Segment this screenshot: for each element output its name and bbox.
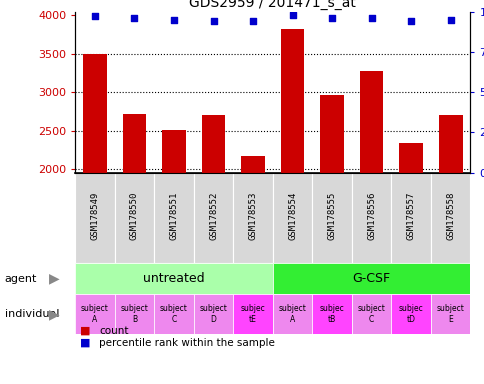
Text: GSM178550: GSM178550	[130, 192, 139, 240]
Bar	[75, 294, 114, 334]
Text: subjec
tB: subjec tB	[319, 305, 344, 324]
Bar	[430, 294, 469, 334]
Text: subject
C: subject C	[357, 305, 385, 324]
Bar	[122, 114, 146, 173]
Text: ▶: ▶	[48, 271, 59, 286]
Text: G-CSF: G-CSF	[352, 272, 390, 285]
Text: GSM178551: GSM178551	[169, 192, 178, 240]
Bar	[201, 115, 225, 173]
Bar	[359, 71, 383, 173]
Bar	[154, 294, 194, 334]
Text: GSM178555: GSM178555	[327, 192, 336, 240]
Point	[288, 12, 296, 18]
Bar	[319, 95, 343, 173]
Bar	[154, 173, 194, 263]
Text: percentile rank within the sample: percentile rank within the sample	[99, 338, 275, 348]
Text: subjec
tD: subjec tD	[398, 305, 423, 324]
Bar	[398, 143, 422, 173]
Bar	[391, 173, 430, 263]
Text: subject
A: subject A	[278, 305, 306, 324]
Bar	[272, 173, 312, 263]
Point	[446, 17, 454, 23]
Text: GSM178558: GSM178558	[445, 192, 454, 240]
Bar	[233, 294, 272, 334]
Point	[170, 17, 178, 23]
Title: GDS2959 / 201471_s_at: GDS2959 / 201471_s_at	[189, 0, 356, 10]
Text: GSM178557: GSM178557	[406, 192, 415, 240]
Bar	[162, 130, 185, 173]
Bar	[194, 294, 233, 334]
Bar	[430, 173, 469, 263]
Point	[209, 18, 217, 24]
Text: GSM178552: GSM178552	[209, 192, 218, 240]
Text: agent: agent	[5, 273, 37, 284]
Text: GSM178556: GSM178556	[366, 192, 376, 240]
Text: subject
C: subject C	[160, 305, 187, 324]
Bar	[391, 294, 430, 334]
Bar	[438, 115, 462, 173]
Point	[367, 15, 375, 21]
Bar	[115, 173, 154, 263]
Bar	[75, 263, 272, 294]
Text: GSM178554: GSM178554	[287, 192, 297, 240]
Text: count: count	[99, 326, 129, 336]
Bar	[272, 263, 469, 294]
Bar	[312, 173, 351, 263]
Bar	[194, 173, 233, 263]
Text: subject
A: subject A	[81, 305, 108, 324]
Bar	[75, 173, 114, 263]
Text: subjec
tE: subjec tE	[240, 305, 265, 324]
Text: ■: ■	[80, 326, 91, 336]
Bar	[115, 294, 154, 334]
Text: subject
D: subject D	[199, 305, 227, 324]
Text: ■: ■	[80, 338, 91, 348]
Point	[407, 18, 414, 24]
Bar	[272, 294, 312, 334]
Text: subject
B: subject B	[121, 305, 148, 324]
Bar	[241, 156, 264, 173]
Point	[328, 15, 335, 21]
Text: GSM178549: GSM178549	[90, 192, 99, 240]
Point	[130, 15, 138, 21]
Bar	[351, 173, 391, 263]
Text: GSM178553: GSM178553	[248, 192, 257, 240]
Point	[249, 18, 257, 24]
Text: ▶: ▶	[48, 307, 59, 321]
Bar	[83, 54, 106, 173]
Point	[91, 13, 99, 20]
Bar	[233, 173, 272, 263]
Text: individual: individual	[5, 309, 59, 319]
Bar	[312, 294, 351, 334]
Text: subject
E: subject E	[436, 305, 464, 324]
Bar	[280, 29, 304, 173]
Bar	[351, 294, 391, 334]
Text: untreated: untreated	[143, 272, 204, 285]
